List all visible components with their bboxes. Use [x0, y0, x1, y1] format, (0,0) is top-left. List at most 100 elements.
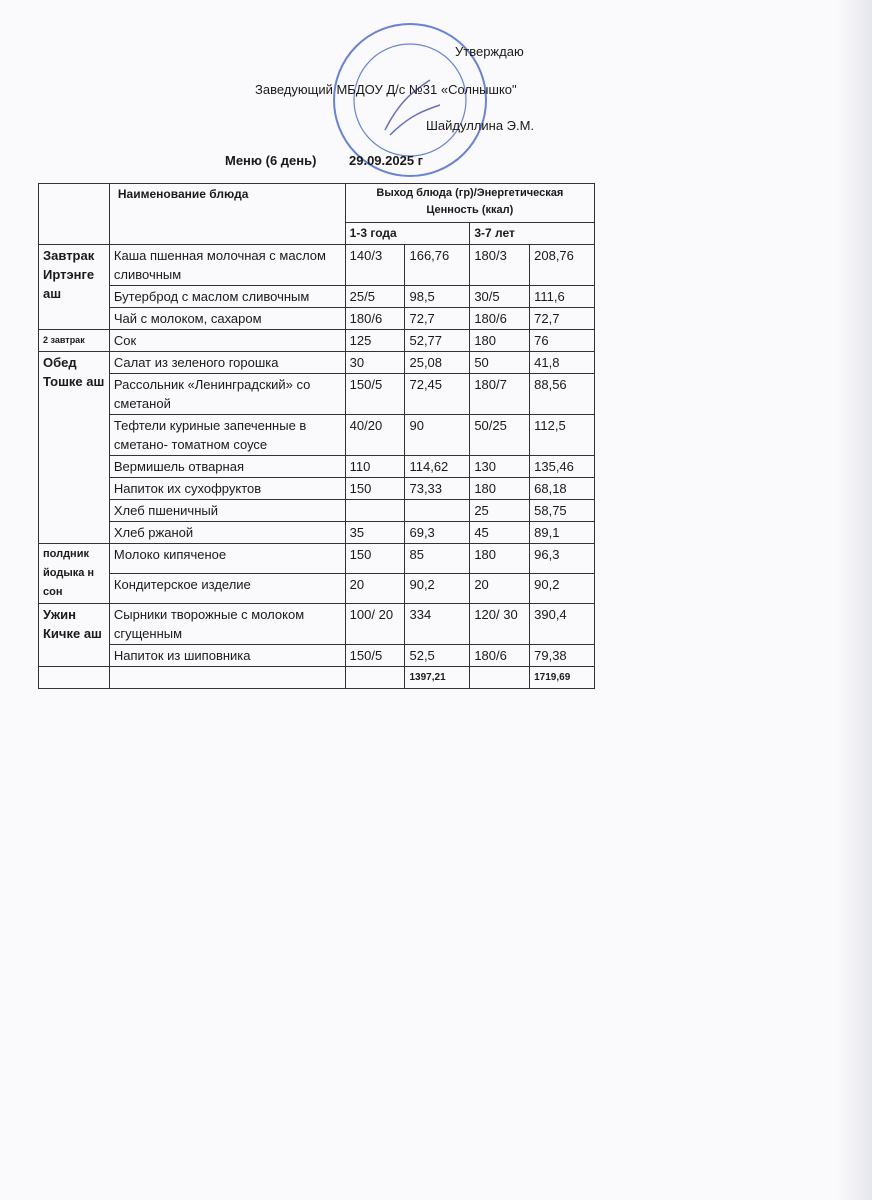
cell-k1: 90,2 [404, 573, 471, 604]
table-row: Тефтели куриные запеченные в сметано- то… [39, 414, 595, 456]
total-row: 1397,21 1719,69 [38, 666, 595, 689]
cell-w2: 180 [469, 329, 531, 352]
dish-name: Молоко кипяченое [108, 543, 346, 574]
cell-k2: 88,56 [529, 373, 595, 415]
cell-k2: 208,76 [529, 244, 595, 286]
cell-w1: 125 [344, 329, 406, 352]
dish-name: Тефтели куриные запеченные в сметано- то… [108, 414, 346, 456]
cell-w1: 150/5 [344, 644, 406, 667]
cell-k2: 135,46 [529, 455, 595, 478]
cell-k1: 72,7 [404, 307, 471, 330]
table-row: Чай с молоком, сахаром 180/6 72,7 180/6 72,7 [39, 307, 595, 330]
cell-w1: 40/20 [344, 414, 406, 456]
table-row: Обед Тошке аш Салат из зеленого горошка 30… [38, 351, 595, 544]
dish-name: Сырники творожные с молоком сгущенным [108, 603, 346, 645]
age-3-7-header: 3-7 лет [469, 222, 595, 245]
cell-w2: 130 [469, 455, 531, 478]
table-row: Хлеб ржаной 35 69,3 45 89,1 [39, 521, 595, 544]
dish-name: Хлеб пшеничный [108, 499, 346, 522]
cell-w1: 20 [344, 573, 406, 604]
cell-k2: 89,1 [529, 521, 595, 544]
meal-label: Обед Тошке аш [38, 351, 110, 544]
cell-k1: 69,3 [404, 521, 471, 544]
dish-name: Хлеб ржаной [108, 521, 346, 544]
total-3-7: 1719,69 [529, 666, 595, 689]
cell-w1: 110 [344, 455, 406, 478]
empty-cell [469, 666, 531, 689]
table-row: Рассольник «Ленинградский» со сметаной 15… [39, 373, 595, 415]
dish-name: Чай с молоком, сахаром [108, 307, 346, 330]
cell-w2: 45 [469, 521, 531, 544]
cell-w1: 25/5 [344, 285, 406, 308]
cell-k2: 112,5 [529, 414, 595, 456]
cell-k1: 25,08 [404, 351, 471, 374]
cell-w2: 180 [469, 477, 531, 500]
cell-k1: 166,76 [404, 244, 471, 286]
dish-name-header: Наименование блюда [108, 183, 346, 245]
empty-cell [38, 666, 110, 689]
cell-k1: 73,33 [404, 477, 471, 500]
cell-w1: 150/5 [344, 373, 406, 415]
cell-w2: 180/6 [469, 644, 531, 667]
cell-w2: 180/6 [469, 307, 531, 330]
table-row: Бутерброд с маслом сливочным 25/5 98,5 30/5… [39, 285, 595, 308]
cell-k1: 52,77 [404, 329, 471, 352]
output-header: Выход блюда (гр)/Энергетическая Ценность… [344, 183, 596, 223]
cell-k2: 41,8 [529, 351, 595, 374]
menu-date: 29.09.2025 г [349, 153, 424, 168]
table-row: 2 завтрак Сок 125 52,77 180 76 [38, 329, 595, 352]
table-row: Хлеб пшеничный 25 58,75 [39, 499, 595, 522]
dish-name: Напиток из шиповника [108, 644, 346, 667]
dish-name: Кондитерское изделие [108, 573, 346, 604]
cell-k1: 85 [404, 543, 471, 574]
table-row: Напиток их сухофруктов 150 73,33 180 68,18 [39, 477, 595, 500]
dish-name: Бутерброд с маслом сливочным [108, 285, 346, 308]
cell-w2: 20 [469, 573, 531, 604]
cell-w1: 140/3 [344, 244, 406, 286]
cell-k2: 72,7 [529, 307, 595, 330]
cell-k2: 111,6 [529, 285, 595, 308]
cell-k2: 68,18 [529, 477, 595, 500]
meal-label: Завтрак Иртэнге аш [38, 244, 110, 330]
cell-k1: 334 [404, 603, 471, 645]
cell-k1: 72,45 [404, 373, 471, 415]
cell-w2: 180 [469, 543, 531, 574]
cell-w2: 180/7 [469, 373, 531, 415]
cell-k2: 76 [529, 329, 595, 352]
cell-k2: 79,38 [529, 644, 595, 667]
meal-label: Ужин Кичке аш [38, 603, 110, 667]
cell-w2: 120/ 30 [469, 603, 531, 645]
empty-cell [344, 666, 406, 689]
table-row: Кондитерское изделие 20 90,2 20 90,2 [39, 573, 595, 604]
cell-k2: 390,4 [529, 603, 595, 645]
cell-k2: 90,2 [529, 573, 595, 604]
cell-w2: 50/25 [469, 414, 531, 456]
dish-name: Салат из зеленого горошка [108, 351, 346, 374]
cell-k2: 96,3 [529, 543, 595, 574]
menu-title: Меню (6 день) [225, 153, 317, 168]
cell-k1: 114,62 [404, 455, 471, 478]
dish-name: Вермишель отварная [108, 455, 346, 478]
meal-label: полдник йодыка н сон [38, 543, 110, 604]
table-row: Завтрак Иртэнге аш Каша пшенная молочная … [38, 244, 595, 330]
meal-label: 2 завтрак [38, 329, 110, 352]
table-row: полдник йодыка н сон Молоко кипяченое 150 8… [38, 543, 595, 604]
meal-header [38, 183, 110, 245]
cell-k1: 52,5 [404, 644, 471, 667]
cell-k1: 90 [404, 414, 471, 456]
table-row: Вермишель отварная 110 114,62 130 135,46 [39, 455, 595, 478]
cell-k1: 98,5 [404, 285, 471, 308]
menu-table: Наименование блюда Выход блюда (гр)/Энер… [38, 183, 596, 689]
approve-label: Утверждаю [455, 44, 524, 59]
table-row: Напиток из шиповника 150/5 52,5 180/6 79,38 [39, 644, 595, 667]
empty-cell [108, 666, 346, 689]
official-stamp [333, 23, 487, 177]
total-1-3: 1397,21 [404, 666, 471, 689]
cell-w2: 180/3 [469, 244, 531, 286]
cell-w2: 30/5 [469, 285, 531, 308]
dish-name: Сок [108, 329, 346, 352]
cell-w1: 150 [344, 543, 406, 574]
cell-w2: 25 [469, 499, 531, 522]
dish-name: Рассольник «Ленинградский» со сметаной [108, 373, 346, 415]
age-1-3-header: 1-3 года [344, 222, 471, 245]
